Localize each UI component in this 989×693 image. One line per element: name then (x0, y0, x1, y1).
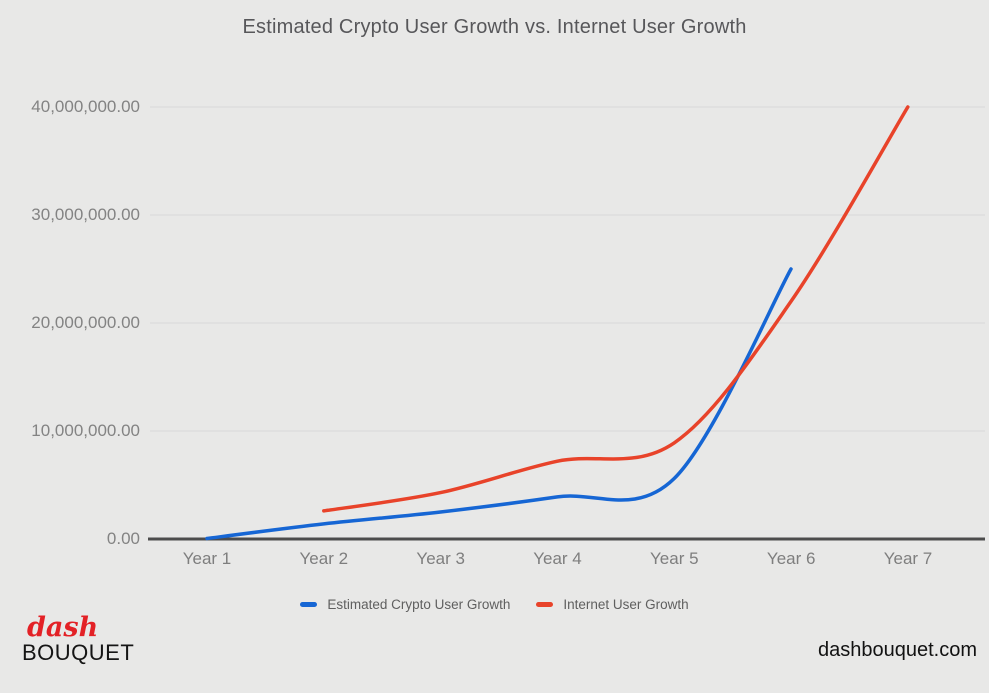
crypto-legend-swatch (300, 602, 318, 607)
dashbouquet-logo: dash BOUQUET (22, 614, 134, 664)
x-tick-label: Year 1 (182, 549, 232, 568)
internet-legend-label: Internet User Growth (563, 597, 689, 612)
x-tick-label: Year 7 (883, 549, 933, 568)
chart-title: Estimated Crypto User Growth vs. Interne… (242, 16, 747, 38)
x-tick-label: Year 5 (650, 549, 699, 568)
x-tick-label: Year 2 (299, 549, 349, 568)
y-tick-label: 10,000,000.00 (31, 421, 140, 440)
legend-item-internet: Internet User Growth (536, 597, 689, 612)
website-url: dashbouquet.com (817, 639, 977, 661)
chart-canvas (148, 105, 985, 541)
y-tick-label: 0.00 (106, 529, 140, 548)
x-tick-label: Year 4 (533, 549, 582, 568)
y-tick-label: 30,000,000.00 (31, 205, 140, 224)
legend: Estimated Crypto User Growth Internet Us… (0, 597, 989, 612)
x-axis: Year 1 Year 2 Year 3 Year 4 Year 5 Year … (150, 549, 985, 571)
gridlines (150, 106, 985, 432)
crypto-growth-line (205, 267, 793, 541)
legend-item-crypto: Estimated Crypto User Growth (300, 597, 510, 612)
y-axis: 40,000,000.00 30,000,000.00 20,000,000.0… (0, 0, 140, 560)
logo-word-dash: dash (27, 612, 99, 643)
y-tick-label: 40,000,000.00 (31, 97, 140, 116)
y-tick-label: 20,000,000.00 (31, 313, 140, 332)
internet-growth-line (322, 105, 910, 513)
internet-legend-swatch (536, 602, 554, 607)
logo-word-bouquet: BOUQUET (22, 640, 135, 665)
x-tick-label: Year 6 (766, 549, 816, 568)
crypto-legend-label: Estimated Crypto User Growth (327, 597, 511, 612)
plot-area (148, 89, 985, 544)
x-tick-label: Year 3 (416, 549, 465, 568)
